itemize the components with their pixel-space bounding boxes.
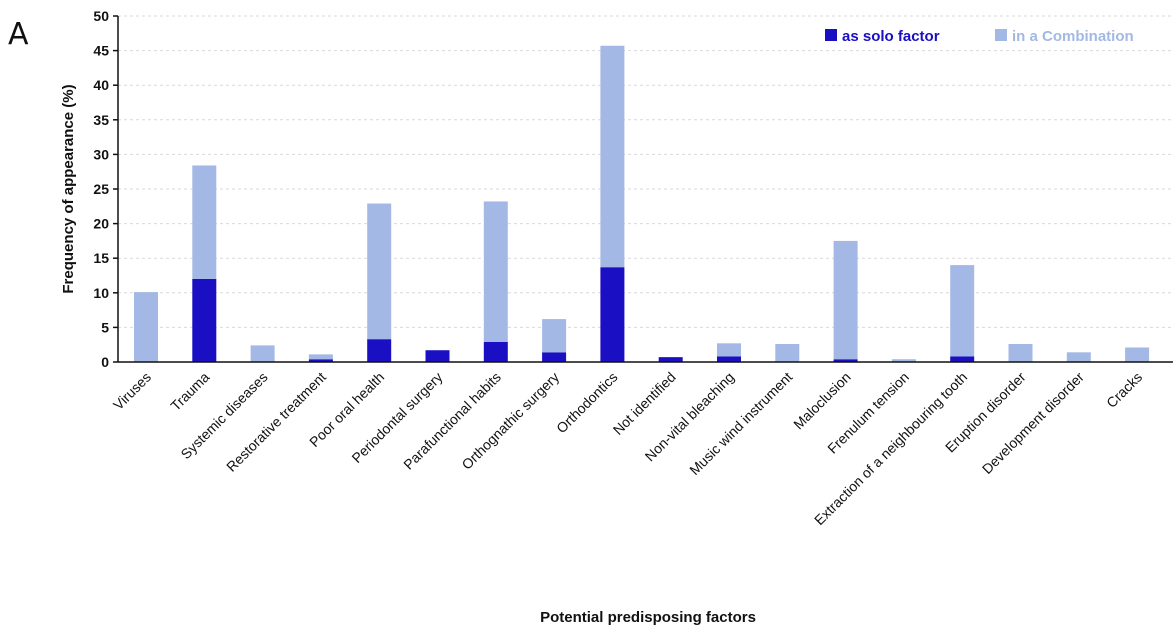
bar-eruption-disorder-combination (1008, 344, 1033, 362)
bar-non-vital-bleaching-solo (717, 356, 741, 362)
panel-label: A (8, 17, 29, 52)
bar-restorative-treatment-solo (308, 359, 333, 362)
x-tick-label-parafunctional-habits: Parafunctional habits (400, 369, 504, 473)
x-tick-label-orthognathic-surgery: Orthognathic surgery (458, 369, 562, 473)
bar-trauma-solo (192, 278, 217, 362)
bar-maloclusion-combination (833, 240, 858, 360)
x-tick-label-development-disorder: Development disorder (979, 369, 1087, 477)
legend-label-solo: as solo factor (842, 28, 940, 45)
bar-poor-oral-health-combination (367, 203, 392, 340)
bar-development-disorder-combination (1066, 352, 1091, 362)
bar-restorative-treatment-combination (308, 354, 333, 360)
y-tick-label-50: 50 (93, 8, 109, 24)
y-tick-label-10: 10 (93, 285, 109, 301)
bar-non-vital-bleaching-combination (717, 343, 741, 357)
bar-extraction-of-a-neighbouring-tooth-combination (950, 265, 975, 357)
bar-poor-oral-health-solo (367, 339, 392, 362)
bar-frenulum-tension-combination (891, 359, 916, 362)
y-axis-title: Frequency of appearance (%) (60, 84, 77, 293)
bar-extraction-of-a-neighbouring-tooth-solo (950, 356, 975, 362)
bar-parafunctional-habits-solo (483, 341, 508, 362)
legend: as solo factor in a Combination (825, 28, 1134, 45)
y-tick-label-20: 20 (93, 216, 109, 232)
bar-maloclusion-solo (833, 359, 858, 362)
bar-orthognathic-surgery-solo (542, 352, 567, 362)
bar-orthodontics-solo (600, 267, 625, 362)
x-tick-label-viruses: Viruses (110, 369, 154, 413)
x-tick-label-music-wind-instrument: Music wind instrument (686, 369, 795, 478)
x-tick-label-trauma: Trauma (167, 369, 212, 414)
bar-orthognathic-surgery-combination (542, 319, 567, 353)
y-tick-label-15: 15 (93, 250, 109, 266)
y-tick-label-30: 30 (93, 146, 109, 162)
bar-parafunctional-habits-combination (483, 201, 508, 342)
y-tick-label-0: 0 (101, 354, 109, 370)
legend-swatch-combination (995, 29, 1007, 41)
y-tick-label-25: 25 (93, 181, 109, 197)
y-tick-label-35: 35 (93, 112, 109, 128)
bar-not-identified-solo (658, 357, 683, 362)
x-tick-label-maloclusion: Maloclusion (790, 369, 854, 433)
y-tick-label-5: 5 (101, 319, 109, 335)
bar-trauma-combination (192, 165, 217, 279)
x-tick-label-cracks: Cracks (1103, 369, 1145, 411)
y-tick-labels: 0 5 10 15 20 25 30 35 40 45 50 (93, 8, 118, 370)
bar-periodontal-surgery-solo (425, 350, 450, 362)
bars (134, 45, 1150, 362)
x-axis-title: Potential predisposing factors (540, 609, 756, 626)
bar-viruses-combination (134, 292, 158, 362)
bar-orthodontics-combination (600, 45, 625, 268)
x-tick-label-restorative-treatment: Restorative treatment (223, 369, 329, 475)
bar-cracks-combination (1125, 347, 1150, 362)
legend-swatch-solo (825, 29, 837, 41)
legend-label-combination: in a Combination (1012, 28, 1134, 45)
gridlines (118, 15, 1173, 328)
y-tick-label-45: 45 (93, 43, 109, 59)
bar-systemic-diseases-combination (250, 345, 275, 362)
y-tick-label-40: 40 (93, 77, 109, 93)
bar-music-wind-instrument-combination (775, 344, 800, 362)
